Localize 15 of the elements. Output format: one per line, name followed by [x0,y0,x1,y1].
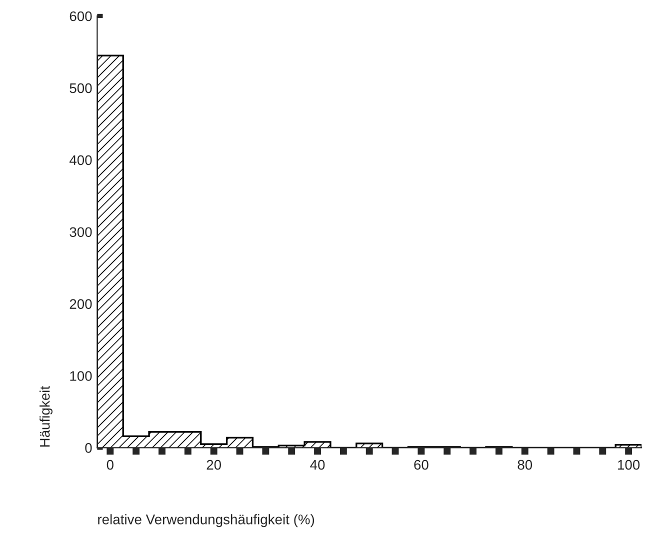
x-tick-label: 0 [106,460,114,470]
x-tick-label: 60 [414,460,428,470]
y-tick-label: 200 [70,299,92,309]
y-tick-label: 100 [70,371,92,381]
x-tick-label: 40 [310,460,325,470]
x-tick-label: 100 [618,460,640,470]
x-tick-label: 80 [518,460,532,470]
x-tick-label: 20 [206,460,222,470]
y-axis-title: Häufigkeit [40,386,52,447]
x-axis-title: relative Verwendungshäufigkeit (%) [98,514,314,528]
y-tick-label: 0 [85,443,92,453]
y-tick-label: 300 [70,227,92,238]
y-tick-label: 500 [70,83,92,94]
y-tick-label: 400 [69,155,92,166]
y-tick-label: 600 [70,11,92,22]
